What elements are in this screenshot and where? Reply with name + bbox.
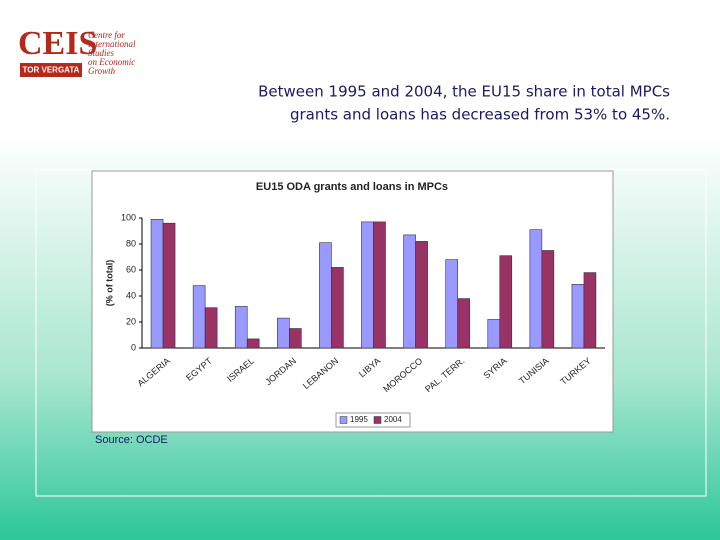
bar: [289, 328, 302, 349]
legend-box: [335, 412, 411, 428]
y-tick-label: 80: [126, 238, 136, 248]
content-frame: [35, 169, 707, 497]
bar: [361, 221, 374, 349]
bar: [192, 285, 206, 349]
logo-band: TOR VERGATA: [23, 66, 80, 75]
logo-text-line: Studies: [88, 48, 114, 58]
y-tick-label: 40: [126, 290, 136, 300]
bar: [319, 242, 332, 349]
bar: [457, 298, 470, 349]
y-axis-label: (% of total): [104, 260, 114, 307]
bar: [234, 306, 248, 349]
logo-band-bg: [20, 63, 82, 77]
bar: [403, 234, 416, 349]
y-tick-label: 0: [131, 342, 136, 352]
bar: [204, 307, 218, 349]
bar: [331, 267, 344, 349]
y-tick-label: 100: [121, 212, 136, 222]
y-tick-label: 60: [126, 264, 136, 274]
legend-swatch: [373, 416, 382, 424]
bar: [150, 219, 164, 349]
heading-line: Between 1995 and 2004, the EU15 share in…: [258, 83, 670, 101]
chart-title: EU15 ODA grants and loans in MPCs: [256, 181, 448, 193]
bar: [373, 221, 386, 349]
legend-label: 2004: [384, 415, 402, 424]
logo-text-line: Growth: [88, 66, 116, 76]
bar: [571, 283, 585, 349]
heading-line: grants and loans has decreased from 53% …: [290, 106, 670, 124]
legend-swatch: [339, 416, 348, 424]
logo-mark: CEIS: [18, 25, 97, 62]
bar: [246, 338, 260, 349]
bar: [541, 250, 555, 349]
bar: [583, 272, 597, 349]
logo: CEIS TOR VERGATA: [18, 25, 97, 77]
bar: [487, 319, 501, 349]
bar: [499, 255, 513, 349]
bar: [277, 317, 290, 349]
source-note: Source: OCDE: [95, 434, 168, 446]
bar: [162, 222, 176, 349]
bar: [445, 259, 458, 349]
y-tick-label: 20: [126, 316, 136, 326]
logo-text-line: Centre for: [88, 30, 125, 40]
chart-box: [91, 170, 614, 433]
logo-text-line: on Economic: [88, 57, 135, 67]
bar: [415, 241, 428, 349]
legend-label: 1995: [350, 415, 368, 424]
logo-text-line: International: [87, 39, 136, 49]
bar: [529, 229, 543, 349]
